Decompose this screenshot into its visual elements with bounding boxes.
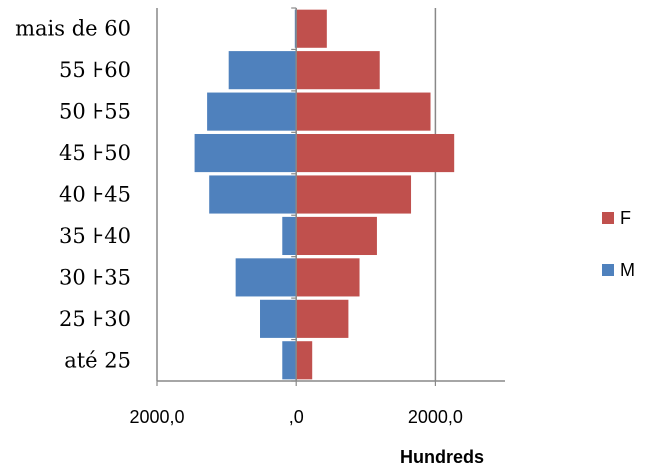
legend-label-m: M xyxy=(620,260,635,280)
gridlines xyxy=(156,8,437,381)
bar-f-4 xyxy=(296,175,412,214)
category-label-7: 55 ⊦60 xyxy=(59,58,131,82)
category-label-4: 40 ⊦45 xyxy=(59,183,131,207)
bar-f-0 xyxy=(296,341,313,380)
category-label-2: 30 ⊦35 xyxy=(59,265,131,289)
bar-m-0 xyxy=(282,341,297,380)
bar-f-2 xyxy=(296,258,360,297)
category-label-8: mais de 60 xyxy=(15,17,131,41)
legend-swatch-f xyxy=(602,212,614,224)
x-tick-label-0: 2000,0 xyxy=(129,407,184,427)
bar-m-4 xyxy=(209,175,297,214)
bar-m-5 xyxy=(194,133,297,173)
category-label-5: 45 ⊦50 xyxy=(59,141,131,165)
category-label-6: 50 ⊦55 xyxy=(59,100,131,124)
legend-label-f: F xyxy=(620,208,631,228)
x-tick-label-2: 2000,0 xyxy=(408,407,463,427)
bar-m-2 xyxy=(235,258,297,297)
bars-group xyxy=(194,9,455,380)
bar-m-1 xyxy=(260,299,297,338)
axes xyxy=(156,7,505,386)
bar-f-3 xyxy=(296,216,377,256)
bar-m-7 xyxy=(228,51,297,90)
category-label-3: 35 ⊦40 xyxy=(59,224,131,248)
category-labels: até 25 25 ⊦30 30 ⊦35 35 ⊦40 40 ⊦45 45 ⊦50 50 ⊦… xyxy=(15,17,131,373)
bar-m-6 xyxy=(207,92,297,131)
legend-swatch-m xyxy=(602,264,614,276)
category-label-0: até 25 xyxy=(64,348,131,372)
display-units-label: Hundreds xyxy=(400,447,484,465)
bar-f-5 xyxy=(296,133,455,173)
bar-m-3 xyxy=(282,216,297,256)
x-tick-label-1: ,0 xyxy=(289,407,304,427)
x-tick-labels: 2000,0 ,0 2000,0 xyxy=(129,407,462,427)
bar-f-8 xyxy=(296,9,327,48)
bar-f-7 xyxy=(296,51,380,90)
bar-f-1 xyxy=(296,299,349,338)
bar-f-6 xyxy=(296,92,431,131)
category-label-1: 25 ⊦30 xyxy=(59,307,131,331)
legend: FM xyxy=(602,208,635,280)
